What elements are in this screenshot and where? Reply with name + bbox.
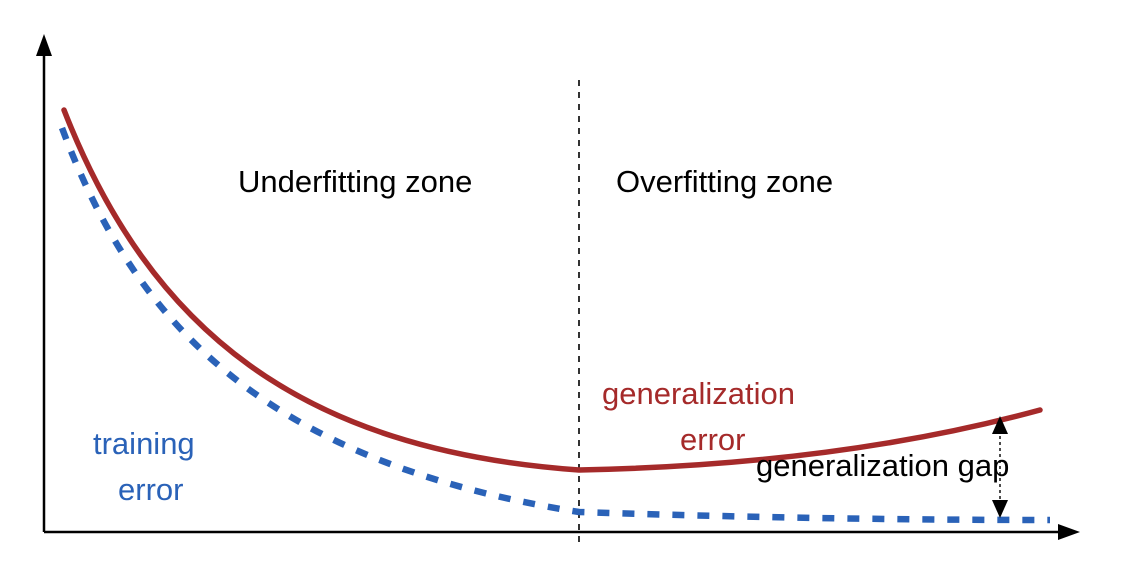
training-error-label-line1: training <box>93 426 195 461</box>
underfitting-zone-label: Underfitting zone <box>238 164 472 199</box>
generalization-error-label-line1: generalization <box>602 376 795 411</box>
x-axis-arrow-icon <box>1058 524 1080 540</box>
generalization-error-label-line2: error <box>680 422 745 457</box>
y-axis-arrow-icon <box>36 34 52 56</box>
generalization-gap-label: generalization gap <box>756 448 1009 483</box>
gap-arrow-up-icon <box>992 416 1008 434</box>
generalization-error-curve <box>61 107 1043 473</box>
training-error-label-line2: error <box>118 472 183 507</box>
training-error-curve <box>58 126 1051 524</box>
overfitting-zone-label: Overfitting zone <box>616 164 833 199</box>
gap-arrow-down-icon <box>992 500 1008 518</box>
